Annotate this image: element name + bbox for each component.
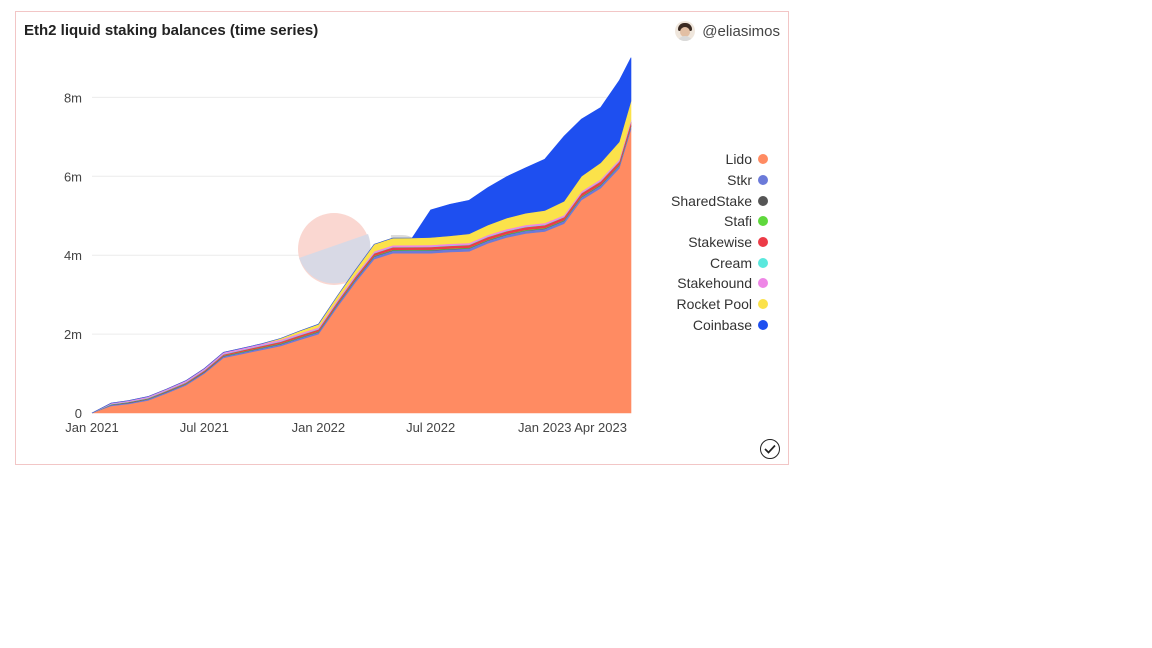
legend-swatch [758,216,768,227]
legend-item[interactable]: Stkr [671,170,768,191]
legend-label: SharedStake [671,192,752,209]
area-coinbase[interactable] [91,57,632,414]
legend-swatch [758,319,768,330]
legend-label: Stkr [727,172,752,189]
x-tick-label: Jul 2021 [180,420,229,435]
legend-swatch [758,237,768,248]
legend-label: Coinbase [692,316,752,333]
y-tick-label: 0 [75,406,82,421]
watermark-logo-slice [299,234,371,284]
legend-label: Rocket Pool [676,296,752,313]
chart-title: Eth2 liquid staking balances (time serie… [24,22,319,39]
y-tick-label: 6m [64,169,82,184]
legend-item[interactable]: Coinbase [671,315,768,336]
legend-item[interactable]: Stafi [671,211,768,232]
x-tick-label: Jan 2022 [292,420,346,435]
y-tick-label: 4m [64,248,82,263]
legend-swatch [758,195,768,206]
legend-label: Cream [709,254,752,271]
x-tick-label: Jul 2022 [406,420,455,435]
legend-swatch [758,257,768,268]
x-tick-label: Jan 2023 [518,420,572,435]
x-tick-label: Jan 2021 [65,420,119,435]
legend-swatch [758,154,768,165]
y-tick-label: 8m [64,90,82,105]
chart-legend: Lido Stkr SharedStake Stafi Stakewise Cream St… [671,149,768,335]
y-tick-label: 2m [64,327,82,342]
avatar [675,21,696,41]
legend-swatch [758,278,768,289]
chart-card: Eth2 liquid staking balances (time serie… [15,11,789,465]
x-tick-label: Apr 2023 [574,420,627,435]
legend-item[interactable]: Stakehound [671,273,768,294]
legend-item[interactable]: Lido [671,149,768,170]
legend-label: Stakewise [688,234,752,251]
legend-item[interactable]: SharedStake [671,190,768,211]
legend-swatch [758,299,768,310]
author-name[interactable]: @eliasimos [702,22,780,40]
author-link[interactable]: @eliasimos [675,21,780,41]
legend-item[interactable]: Cream [671,252,768,273]
legend-label: Stafi [723,213,752,230]
legend-label: Stakehound [677,275,752,292]
check-circle-icon[interactable] [760,439,780,459]
legend-item[interactable]: Stakewise [671,232,768,253]
legend-label: Lido [725,151,752,168]
legend-item[interactable]: Rocket Pool [671,294,768,315]
legend-swatch [758,175,768,186]
